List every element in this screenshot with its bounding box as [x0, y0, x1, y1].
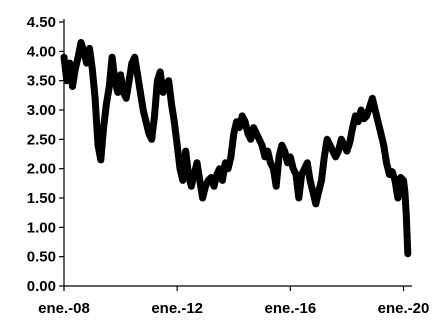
axes	[63, 19, 412, 287]
x-tick-label: ene.-08	[38, 300, 90, 317]
x-tick-label: ene.-12	[151, 300, 203, 317]
series-line	[60, 39, 412, 258]
y-tick-label: 0.50	[27, 249, 56, 266]
y-tick-label: 4.00	[27, 43, 56, 60]
y-tick-label: 3.00	[27, 102, 56, 119]
y-tick-label: 1.00	[27, 219, 56, 236]
y-tick-label: 2.00	[27, 161, 56, 178]
x-axis-ticks: ene.-08 ene.-12 ene.-16 ene.-20	[38, 286, 429, 317]
y-tick-label: 1.50	[27, 190, 56, 207]
y-tick-label: 2.50	[27, 131, 56, 148]
y-tick-label: 0.00	[27, 278, 56, 295]
series-group	[60, 39, 412, 258]
y-axis-ticks: 0.00 0.50 1.00 1.50 2.00 2.50 3.00 3.50 4.00 4.50	[27, 14, 64, 295]
x-tick-label: ene.-20	[378, 300, 430, 317]
y-tick-label: 4.50	[27, 14, 56, 31]
y-tick-label: 3.50	[27, 73, 56, 90]
x-tick-label: ene.-16	[264, 300, 316, 317]
